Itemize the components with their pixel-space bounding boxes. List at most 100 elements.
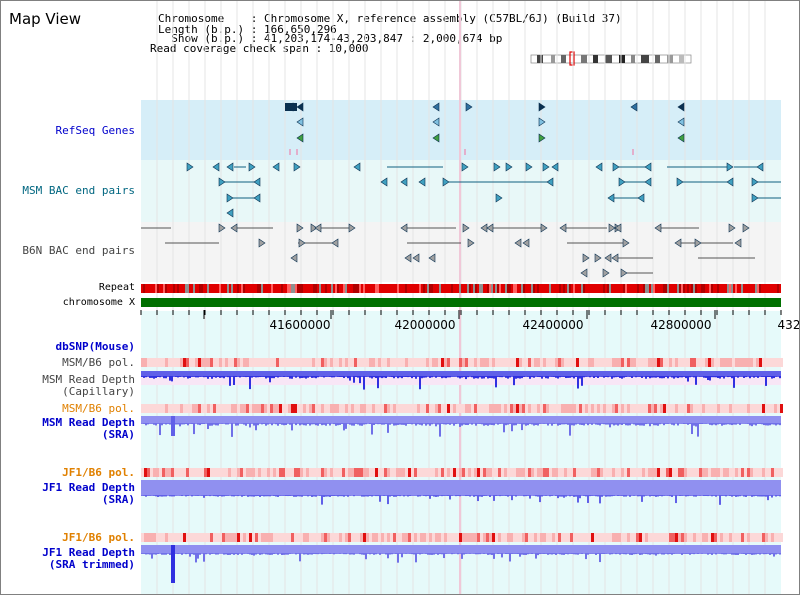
read-depth-bar xyxy=(339,423,341,425)
pol-density-cell xyxy=(669,468,672,477)
read-depth-bar xyxy=(155,423,157,426)
read-depth-bar xyxy=(679,376,681,378)
b6n-bac-end-arrow xyxy=(611,253,619,263)
track-label-dbsnp[interactable]: dbSNP(Mouse) xyxy=(55,340,135,353)
track-label-jf1-read-depth-trimmed[interactable]: JF1 Read Depth (SRA trimmed) xyxy=(42,546,135,571)
read-depth-bar xyxy=(397,553,399,563)
read-depth-bar xyxy=(395,495,397,497)
pol-density-cell xyxy=(303,404,306,413)
track-label-jf1-b6-pol-1[interactable]: JF1/B6 pol. xyxy=(62,466,135,479)
pol-density-cell xyxy=(273,468,276,477)
repeat-segment xyxy=(451,284,453,293)
pol-density-cell xyxy=(171,358,174,367)
read-depth-bar xyxy=(323,376,325,378)
repeat-segment xyxy=(163,284,165,293)
read-depth-bar xyxy=(767,423,769,426)
read-depth-bar xyxy=(261,495,263,496)
pol-density-cell xyxy=(663,468,666,477)
pol-density-cell xyxy=(576,468,579,477)
read-depth-bar xyxy=(665,376,667,377)
repeat-segment xyxy=(483,284,485,293)
track-label-msm-read-depth-sra[interactable]: MSM Read Depth (SRA) xyxy=(42,416,135,441)
read-depth-bar xyxy=(151,553,153,559)
read-depth-bar xyxy=(443,376,445,378)
track-label-jf1-b6-pol-2[interactable]: JF1/B6 pol. xyxy=(62,531,135,544)
read-depth-bar xyxy=(425,495,427,497)
read-depth-bar xyxy=(765,553,767,555)
pol-density-cell xyxy=(516,533,519,542)
track-label-jf1-read-depth-sra[interactable]: JF1 Read Depth (SRA) xyxy=(42,481,135,506)
pol-density-cell xyxy=(438,468,441,477)
pol-density-cell xyxy=(180,468,183,477)
pol-density-cell xyxy=(339,468,342,477)
read-depth-bar xyxy=(469,495,471,497)
read-depth-bar xyxy=(435,553,437,554)
track-label-msm-bac[interactable]: MSM BAC end pairs xyxy=(22,184,135,197)
pol-density-cell xyxy=(333,533,336,542)
read-depth-bar xyxy=(639,553,641,555)
track-label-b6n-bac[interactable]: B6N BAC end pairs xyxy=(22,244,135,257)
read-depth-bar xyxy=(651,553,653,555)
read-depth-bar xyxy=(259,553,261,555)
read-depth-bar xyxy=(519,376,521,379)
pol-density-cell xyxy=(420,468,423,477)
axis-tick-label: 42000000 xyxy=(394,318,456,332)
read-depth-bar xyxy=(497,376,499,377)
repeat-segment xyxy=(435,284,437,293)
read-depth-bar xyxy=(181,423,183,425)
track-label-msm-b6-pol-1[interactable]: MSM/B6 pol. xyxy=(62,356,135,369)
repeat-segment xyxy=(555,284,557,293)
pol-density-cell xyxy=(546,468,549,477)
read-depth-bar xyxy=(221,423,223,424)
repeat-segment xyxy=(177,284,179,293)
read-depth-bar xyxy=(587,553,589,555)
pol-density-cell xyxy=(324,358,327,367)
pol-density-cell xyxy=(651,404,654,413)
repeat-segment xyxy=(499,284,501,293)
read-depth-bar xyxy=(421,376,423,379)
read-depth-bar xyxy=(651,495,653,496)
read-depth-bar xyxy=(695,376,697,385)
track-label-msm-b6-pol-2[interactable]: MSM/B6 pol. xyxy=(62,402,135,415)
track-label-msm-read-depth-capillary[interactable]: MSM Read Depth (Capillary) xyxy=(42,373,135,398)
pol-density-cell xyxy=(570,533,573,542)
pol-density-cell xyxy=(648,533,651,542)
pol-density-cell xyxy=(567,533,570,542)
pol-density-cell xyxy=(552,468,555,477)
read-depth-bar xyxy=(547,376,549,379)
repeat-segment xyxy=(339,284,341,293)
repeat-segment xyxy=(723,284,725,293)
pol-density-cell xyxy=(621,358,624,367)
read-depth-bar xyxy=(289,553,291,554)
pol-density-cell xyxy=(633,358,636,367)
b6n-bac-end-arrow xyxy=(674,238,682,248)
pol-density-cell xyxy=(429,358,432,367)
read-depth-bar xyxy=(707,495,709,497)
pol-density-cell xyxy=(270,533,273,542)
pol-density-cell xyxy=(291,404,294,413)
pol-density-cell xyxy=(585,358,588,367)
read-depth-bar xyxy=(529,423,531,424)
b6n-bac-end-arrow xyxy=(310,223,318,233)
read-depth-bar xyxy=(773,376,775,379)
read-depth-bar xyxy=(491,423,493,426)
read-depth-bar xyxy=(659,376,661,379)
pol-density-cell xyxy=(279,404,282,413)
read-depth-bar xyxy=(387,553,389,559)
read-depth-bar xyxy=(779,376,781,379)
pol-density-cell xyxy=(609,468,612,477)
msm-bac-end-arrow xyxy=(726,162,734,172)
msm-bac-end-arrow xyxy=(400,177,408,187)
pol-density-cell xyxy=(570,404,573,413)
read-depth-bar xyxy=(151,376,153,378)
read-depth-bar xyxy=(153,423,155,425)
read-depth-bar xyxy=(703,495,705,497)
repeat-segment xyxy=(575,284,577,293)
read-depth-bar xyxy=(279,423,281,424)
read-depth-bar xyxy=(457,553,459,555)
read-depth-bar xyxy=(477,553,479,555)
read-depth-bar xyxy=(467,376,469,378)
track-label-refseq[interactable]: RefSeq Genes xyxy=(55,124,135,137)
pol-density-cell xyxy=(237,468,240,477)
